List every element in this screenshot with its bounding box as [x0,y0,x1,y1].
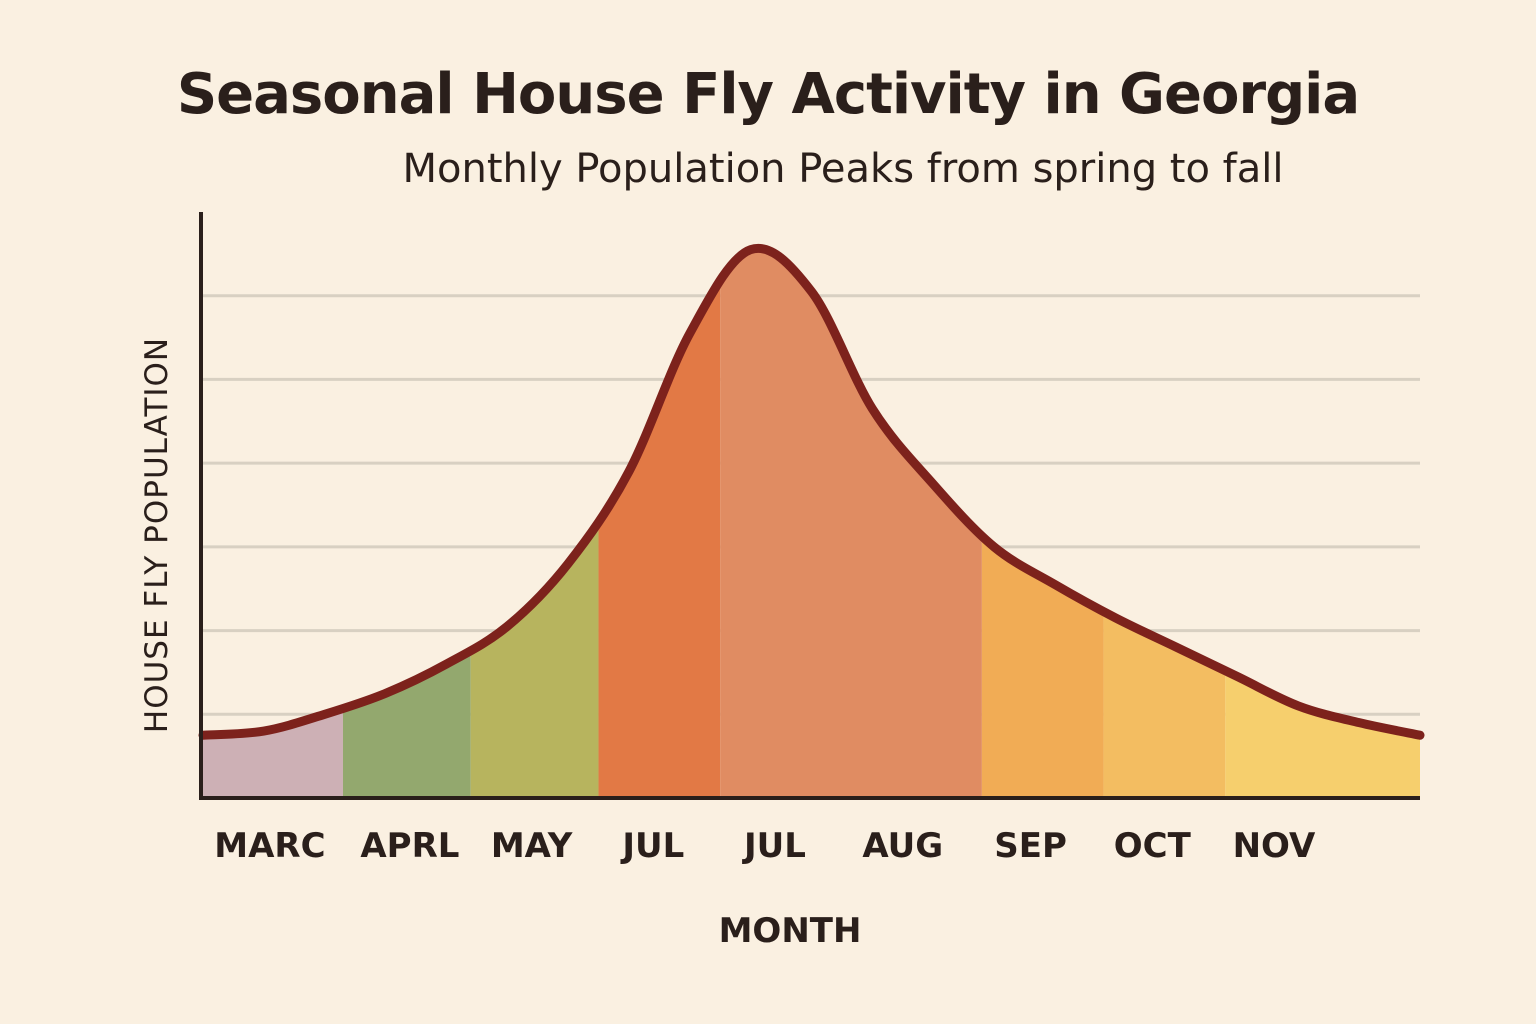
x-tick-label: AUG [862,826,943,866]
area-band [203,248,343,798]
y-axis-title: HOUSE FLY POPULATION [139,337,175,733]
area-band [598,248,721,798]
x-tick-label: JUL [742,826,806,866]
area-band [470,248,599,798]
area-band [981,248,1104,798]
x-tick-label: MAY [491,826,573,866]
x-tick-labels: MARC APRL MAY JUL JUL AUG SEP OCT NOV [214,826,1316,866]
area-band [342,248,471,798]
x-tick-label: OCT [1114,826,1192,866]
chart-subtitle: Monthly Population Peaks from spring to … [402,146,1284,192]
area-band [1103,248,1226,798]
chart-title: Seasonal House Fly Activity in Georgia [176,62,1360,127]
x-tick-label: MARC [214,826,325,866]
x-axis-title: MONTH [719,911,862,951]
x-tick-label: JUL [620,826,684,866]
population-curve [198,243,1425,740]
area-band [720,248,982,798]
area-bands [203,248,1420,798]
x-tick-label: APRL [360,826,459,866]
x-tick-label: NOV [1233,826,1316,866]
x-tick-label: SEP [994,826,1067,866]
